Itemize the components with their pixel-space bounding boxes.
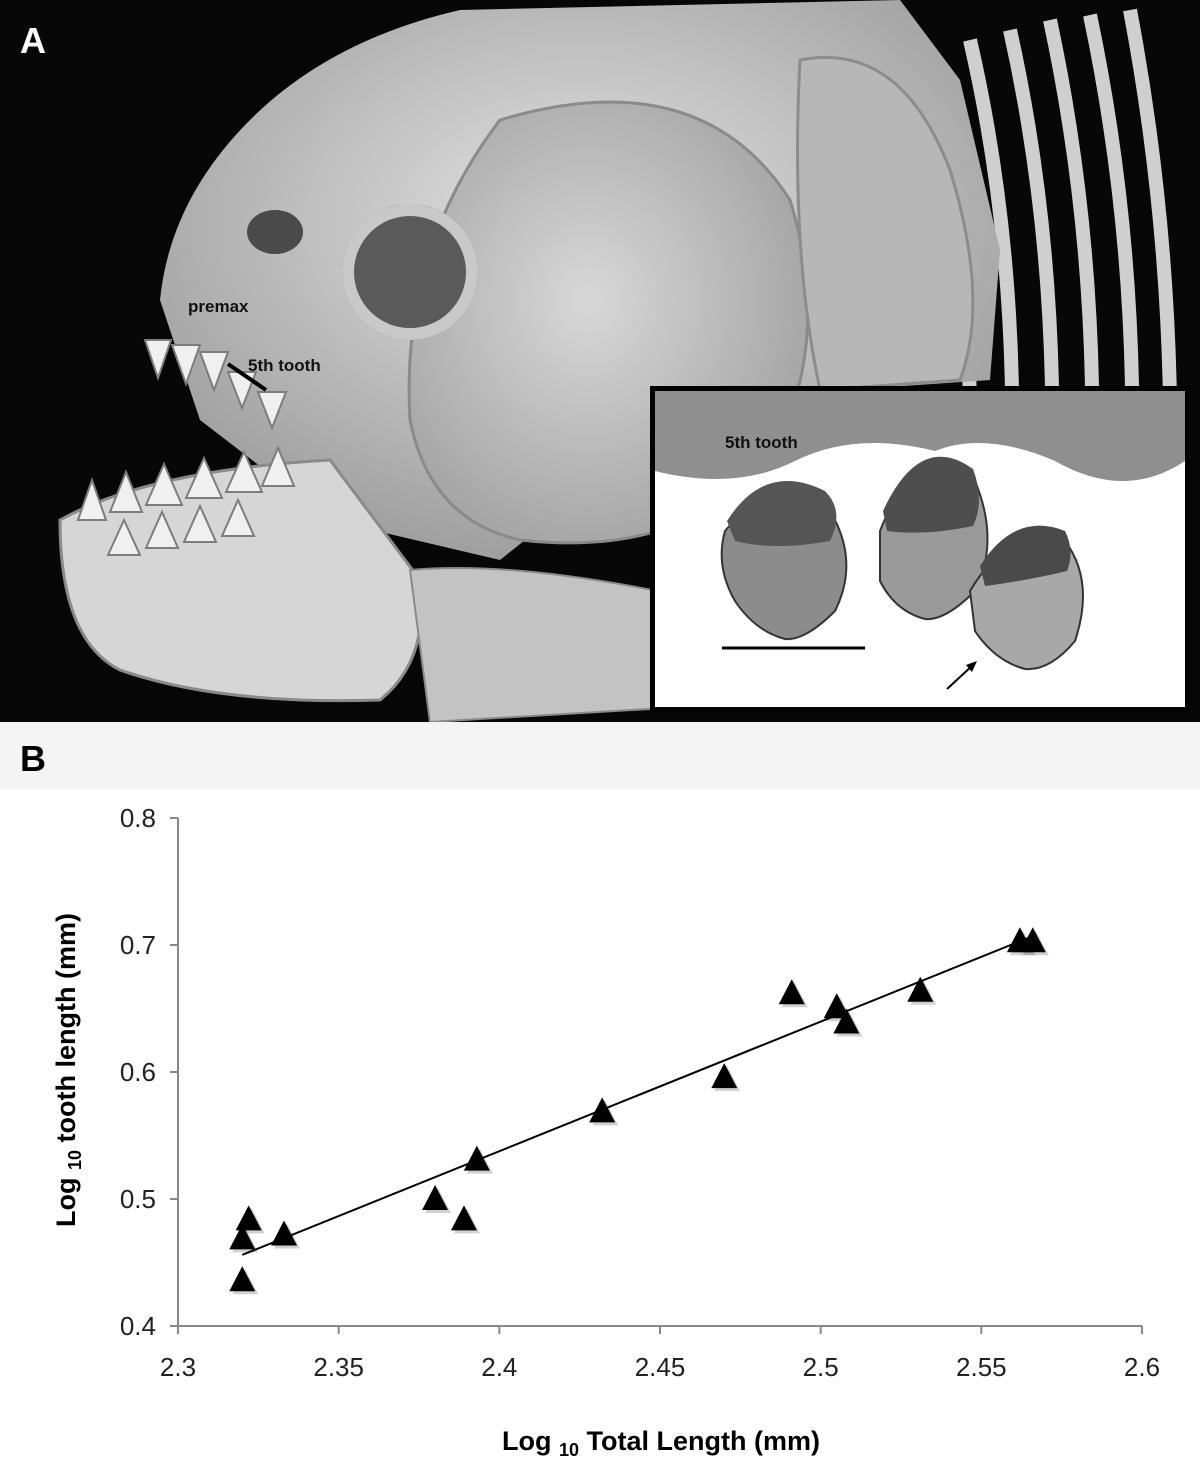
data-point xyxy=(235,1205,262,1231)
data-point xyxy=(711,1063,738,1089)
fish-skull-photo: A premax 5th tooth 5th tooth xyxy=(0,0,1200,722)
data-point xyxy=(907,976,934,1002)
y-tick-label: 0.5 xyxy=(120,1184,156,1214)
teeth-closeup xyxy=(655,391,1185,690)
fifth-tooth-label: 5th tooth xyxy=(248,356,321,375)
data-point xyxy=(1019,927,1046,953)
data-point xyxy=(823,993,850,1019)
data-points xyxy=(229,927,1049,1295)
x-tick-label: 2.55 xyxy=(956,1352,1007,1382)
scatter-chart: 0.4 0.5 0.6 0.7 0.8 2.3 2.35 2.4 2.45 2.5 2.55 2.6… xyxy=(51,803,1160,1460)
y-tick-label: 0.7 xyxy=(120,930,156,960)
x-axis-title: Log 10 Total Length (mm) xyxy=(502,1426,820,1460)
x-tick-label: 2.5 xyxy=(803,1352,839,1382)
axis-tick-marks xyxy=(170,817,1143,1334)
panel-b-header xyxy=(0,722,1200,790)
data-point xyxy=(271,1220,298,1246)
data-point xyxy=(463,1145,490,1171)
teeth-inset: 5th tooth xyxy=(650,386,1190,712)
x-tick-labels: 2.3 2.35 2.4 2.45 2.5 2.55 2.6 xyxy=(160,1352,1160,1382)
data-point xyxy=(778,979,805,1005)
trendline xyxy=(241,936,1030,1256)
y-tick-labels: 0.4 0.5 0.6 0.7 0.8 xyxy=(120,803,156,1341)
data-point xyxy=(589,1097,616,1123)
x-tick-label: 2.4 xyxy=(481,1352,517,1382)
y-tick-label: 0.4 xyxy=(120,1311,156,1341)
x-tick-label: 2.3 xyxy=(160,1352,196,1382)
panel-b-letter: B xyxy=(20,738,46,779)
y-tick-label: 0.6 xyxy=(120,1057,156,1087)
y-axis-title: Log 10 tooth length (mm) xyxy=(51,913,85,1227)
panel-a-letter: A xyxy=(20,20,46,61)
x-tick-label: 2.35 xyxy=(313,1352,364,1382)
data-point xyxy=(229,1224,256,1250)
premax-label: premax xyxy=(188,297,249,316)
x-tick-label: 2.45 xyxy=(635,1352,686,1382)
x-tick-label: 2.6 xyxy=(1124,1352,1160,1382)
y-tick-label: 0.8 xyxy=(120,803,156,833)
data-point xyxy=(833,1008,860,1034)
data-point xyxy=(422,1185,449,1210)
skull-illustration xyxy=(58,0,1178,722)
inset-fifth-tooth-label: 5th tooth xyxy=(725,433,798,452)
data-point xyxy=(450,1205,477,1231)
data-point xyxy=(229,1266,256,1292)
